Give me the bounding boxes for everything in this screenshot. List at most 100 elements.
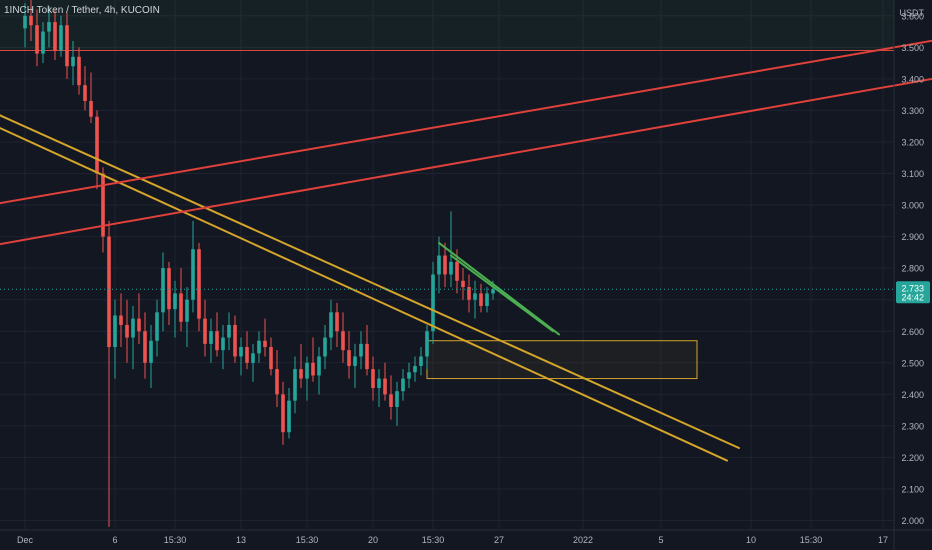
trendline-yellow bbox=[0, 126, 728, 462]
candle-body bbox=[173, 293, 177, 310]
candle-body bbox=[353, 356, 357, 366]
price-tick-label: 2.800 bbox=[901, 264, 924, 274]
candle-body bbox=[137, 318, 141, 332]
candle-body bbox=[359, 343, 363, 357]
price-tick-label: 2.600 bbox=[901, 327, 924, 337]
candle-body bbox=[179, 293, 183, 322]
candle-body bbox=[161, 268, 165, 313]
time-tick-label: 13 bbox=[236, 535, 246, 545]
candle-body bbox=[491, 289, 495, 294]
price-badge bbox=[896, 281, 930, 304]
candle-body bbox=[29, 15, 33, 26]
candle-body bbox=[389, 394, 393, 407]
price-tick-label: 3.600 bbox=[901, 11, 924, 21]
candle-body bbox=[365, 343, 369, 370]
trendline-red bbox=[0, 39, 932, 205]
candle bbox=[239, 337, 243, 376]
candle bbox=[209, 318, 213, 363]
candle bbox=[29, 0, 33, 42]
candle-body bbox=[443, 255, 447, 275]
candle bbox=[197, 242, 201, 332]
candle-body bbox=[35, 25, 39, 54]
candle-body bbox=[449, 261, 453, 275]
candle-body bbox=[293, 369, 297, 401]
candle-body bbox=[263, 340, 267, 348]
candle-body bbox=[347, 350, 351, 366]
candle bbox=[47, 6, 51, 48]
candle bbox=[83, 66, 87, 111]
candle bbox=[443, 242, 447, 288]
candle-body bbox=[227, 324, 231, 338]
candle-body bbox=[275, 369, 279, 395]
demand-zone-box bbox=[426, 340, 698, 380]
candle-body bbox=[437, 255, 441, 275]
price-tick-label: 3.300 bbox=[901, 106, 924, 116]
candle-body bbox=[461, 280, 465, 288]
candle bbox=[467, 274, 471, 313]
candle bbox=[23, 3, 27, 48]
candle bbox=[131, 306, 135, 370]
candle bbox=[419, 347, 423, 376]
price-tick-label: 3.000 bbox=[901, 201, 924, 211]
candle bbox=[269, 337, 273, 376]
candle bbox=[179, 268, 183, 332]
symbol-header: 1INCH Token / Tether, 4h, KUCOIN bbox=[4, 5, 160, 16]
candle-body bbox=[167, 268, 171, 310]
candle bbox=[161, 252, 165, 332]
time-tick-label: 10 bbox=[746, 535, 756, 545]
candle bbox=[107, 220, 111, 527]
candle-body bbox=[317, 356, 321, 376]
candle-body bbox=[71, 56, 75, 67]
candle bbox=[425, 324, 429, 370]
time-tick-label: 15:30 bbox=[296, 535, 319, 545]
time-tick-label: 15:30 bbox=[422, 535, 445, 545]
candle-body bbox=[485, 293, 489, 307]
price-tick-label: 2.300 bbox=[901, 421, 924, 431]
trendline-red bbox=[0, 77, 932, 246]
time-tick-label: 15:30 bbox=[164, 535, 187, 545]
candle-body bbox=[185, 299, 189, 322]
candle-body bbox=[101, 173, 105, 237]
candle bbox=[311, 337, 315, 382]
candle-body bbox=[245, 347, 249, 363]
candle bbox=[293, 356, 297, 414]
countdown-label: 24:42 bbox=[901, 292, 924, 302]
price-tick-label: 3.100 bbox=[901, 169, 924, 179]
candle-body bbox=[215, 331, 219, 351]
candle-body bbox=[77, 56, 81, 86]
time-tick-label: 27 bbox=[494, 535, 504, 545]
time-tick-label: 15:30 bbox=[800, 535, 823, 545]
candle bbox=[119, 293, 123, 348]
time-axis: Dec 6 15:30 13 15:30 20 15:30 27 2022 5 10 15:30 17 bbox=[17, 535, 888, 545]
price-tick-label: 3.500 bbox=[901, 43, 924, 53]
candle bbox=[245, 331, 249, 370]
candle bbox=[191, 220, 195, 313]
candle-body bbox=[251, 353, 255, 363]
candle bbox=[215, 312, 219, 357]
candle-body bbox=[335, 312, 339, 332]
candle bbox=[341, 312, 345, 363]
candle bbox=[173, 280, 177, 338]
candle bbox=[221, 324, 225, 370]
price-tick-label: 2.500 bbox=[901, 358, 924, 368]
candle bbox=[431, 261, 435, 344]
candle-body bbox=[383, 378, 387, 395]
candle bbox=[59, 15, 63, 57]
price-tick-label: 3.200 bbox=[901, 137, 924, 147]
candle-body bbox=[83, 85, 87, 101]
candle bbox=[41, 22, 45, 64]
candle bbox=[125, 299, 129, 363]
price-tick-label: 2.900 bbox=[901, 232, 924, 242]
candle-body bbox=[287, 400, 291, 433]
candle-body bbox=[311, 362, 315, 376]
candle-body bbox=[479, 293, 483, 307]
candle bbox=[35, 9, 39, 67]
candle-body bbox=[53, 22, 57, 51]
time-tick-label: 20 bbox=[368, 535, 378, 545]
candle bbox=[359, 331, 363, 370]
candle bbox=[461, 268, 465, 300]
candles bbox=[23, 0, 495, 527]
candle-body bbox=[41, 31, 45, 54]
